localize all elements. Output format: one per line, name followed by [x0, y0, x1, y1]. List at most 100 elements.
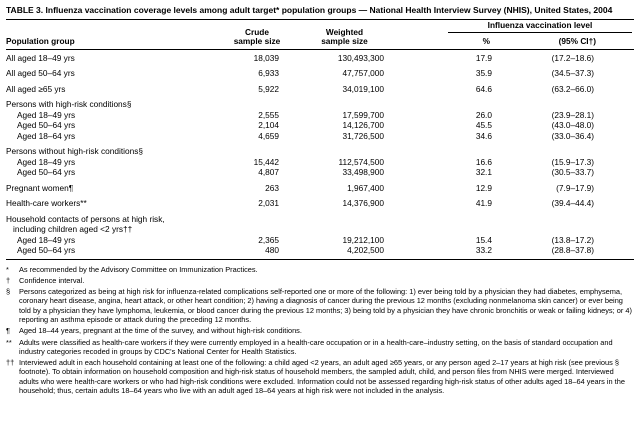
percent-cell: 34.6: [475, 130, 492, 141]
percent-cell: 35.9: [475, 68, 492, 78]
confidence-interval-cell: [502, 209, 634, 235]
confidence-interval-cell: (39.4–44.4): [551, 198, 594, 208]
table-row: All aged ≥65 yrs 5,922 34,019,100 64.6 (63.2…: [6, 79, 634, 95]
percent-cell: 16.6: [475, 156, 492, 167]
column-header-line: Crude: [244, 26, 269, 37]
weighted-sample-size-cell: 14,126,700: [342, 120, 384, 130]
column-header-vaccination-level-label: Influenza vaccination level: [447, 20, 632, 33]
population-group-cell: Aged 50–64 yrs: [6, 120, 227, 131]
population-group-cell: Household contacts of persons at high ri…: [6, 209, 227, 235]
footnote-marker: **: [6, 337, 12, 347]
population-group-cell: Health-care workers**: [6, 193, 227, 209]
column-header-vaccination-level: Influenza vaccination level: [402, 20, 634, 36]
confidence-interval-cell: [502, 141, 634, 157]
column-header-percent: %: [401, 35, 502, 50]
table-row: Aged 50–64 yrs 2,104 14,126,700 45.5 (43.0–4…: [6, 120, 634, 131]
crude-sample-size-cell: 4,807: [258, 167, 279, 177]
table-row: Aged 50–64 yrs 4,807 33,498,900 32.1 (30.5–3…: [6, 167, 634, 178]
weighted-sample-size-cell: 4,202,500: [347, 245, 384, 255]
column-header-line: Weighted: [325, 26, 364, 37]
table-row: Pregnant women¶ 263 1,967,400 12.9 (7.9–17.9…: [6, 178, 634, 194]
table-row: Aged 18–49 yrs 2,365 19,212,100 15.4 (13.8–1…: [6, 235, 634, 246]
header-row-sub: % (95% CI†): [6, 35, 634, 50]
confidence-interval-cell: (13.8–17.2): [551, 234, 594, 245]
crude-sample-size-cell: 480: [265, 245, 279, 255]
row-label-continuation: including children aged <2 yrs††: [13, 224, 133, 234]
crude-sample-size-cell: [227, 209, 287, 235]
percent-cell: 64.6: [475, 83, 492, 94]
footnote: § Persons categorized as being at high ri…: [6, 287, 634, 324]
weighted-sample-size-cell: 112,574,500: [338, 156, 384, 167]
population-group-cell: All aged 18–49 yrs: [6, 49, 227, 63]
crude-sample-size-cell: 4,659: [258, 130, 279, 141]
row-label: Pregnant women¶: [6, 182, 74, 193]
crude-sample-size-cell: 2,104: [258, 120, 279, 130]
weighted-sample-size-cell: 17,599,700: [342, 109, 384, 120]
footnotes: * As recommended by the Advisory Committe…: [6, 262, 634, 396]
section-row: Household contacts of persons at high ri…: [6, 209, 634, 235]
row-label: Health-care workers**: [6, 198, 87, 208]
row-label: All aged 18–49 yrs: [6, 52, 75, 63]
footnote-text: Aged 18–44 years, pregnant at the time o…: [19, 326, 302, 336]
population-group-cell: Pregnant women¶: [6, 178, 227, 194]
table-row: Aged 18–64 yrs 4,659 31,726,500 34.6 (33.0–3…: [6, 131, 634, 142]
table-row: Health-care workers** 2,031 14,376,900 41.9…: [6, 193, 634, 209]
row-label: Persons without high-risk conditions§: [6, 146, 143, 156]
population-group-cell: Persons without high-risk conditions§: [6, 141, 227, 157]
confidence-interval-cell: (43.0–48.0): [551, 120, 594, 130]
row-label: Aged 18–49 yrs: [17, 234, 76, 245]
footnote: †† Interviewed adult in each household co…: [6, 358, 634, 395]
confidence-interval-cell: (33.0–36.4): [551, 130, 594, 141]
row-label: All aged ≥65 yrs: [6, 83, 66, 94]
table-row: All aged 18–49 yrs 18,039 130,493,300 17.9 (…: [6, 49, 634, 63]
row-label: Aged 18–64 yrs: [17, 130, 76, 141]
row-label: Aged 18–49 yrs: [17, 109, 76, 120]
confidence-interval-cell: (7.9–17.9): [556, 182, 594, 193]
column-header-weighted-sample-size: Weighted sample size: [286, 19, 402, 50]
footnote-text: Confidence interval.: [19, 275, 85, 285]
confidence-interval-cell: (23.9–28.1): [551, 109, 594, 120]
percent-cell: 17.9: [475, 52, 492, 63]
confidence-interval-cell: (15.9–17.3): [551, 156, 594, 167]
row-label: Aged 18–49 yrs: [17, 156, 76, 167]
footnote: * As recommended by the Advisory Committe…: [6, 265, 634, 274]
percent-cell: [402, 209, 502, 235]
weighted-sample-size-cell: 31,726,500: [342, 130, 384, 141]
percent-cell: 33.2: [475, 245, 492, 255]
crude-sample-size-cell: 263: [265, 182, 279, 193]
weighted-sample-size-cell: [287, 141, 402, 157]
table-row: Aged 18–49 yrs 2,555 17,599,700 26.0 (23.9–2…: [6, 110, 634, 121]
footnote-text: Persons categorized as being at high ris…: [19, 287, 632, 324]
population-group-cell: All aged ≥65 yrs: [6, 79, 227, 95]
percent-cell: [402, 94, 502, 110]
confidence-interval-cell: (28.8–37.8): [551, 245, 594, 255]
population-group-cell: All aged 50–64 yrs: [6, 63, 227, 79]
table-row: All aged 50–64 yrs 6,933 47,757,000 35.9 (34…: [6, 63, 634, 79]
footnote-text: Adults were classified as health-care wo…: [19, 337, 613, 356]
confidence-interval-cell: (30.5–33.7): [551, 167, 594, 177]
population-group-cell: Aged 18–49 yrs: [6, 235, 227, 246]
weighted-sample-size-cell: 47,757,000: [342, 68, 384, 78]
section-row: Persons without high-risk conditions§: [6, 141, 634, 157]
row-label: Aged 50–64 yrs: [17, 167, 76, 177]
table-title: TABLE 3. Influenza vaccination coverage …: [6, 5, 613, 15]
percent-cell: [402, 141, 502, 157]
percent-cell: 15.4: [475, 234, 492, 245]
percent-cell: 41.9: [475, 198, 492, 208]
population-group-cell: Aged 18–49 yrs: [6, 110, 227, 121]
crude-sample-size-cell: 6,933: [258, 68, 279, 78]
percent-cell: 12.9: [475, 182, 492, 193]
weighted-sample-size-cell: 33,498,900: [342, 167, 384, 177]
footnote: † Confidence interval.: [6, 276, 634, 285]
footnote-marker: ¶: [6, 326, 10, 336]
population-group-cell: Aged 50–64 yrs: [6, 245, 227, 259]
percent-cell: 45.5: [475, 120, 492, 130]
row-label: Household contacts of persons at high ri…: [6, 213, 165, 224]
footnote-text: Interviewed adult in each household cont…: [19, 358, 625, 396]
row-label: All aged 50–64 yrs: [6, 68, 75, 78]
weighted-sample-size-cell: [287, 94, 402, 110]
crude-sample-size-cell: 2,555: [258, 109, 279, 120]
weighted-sample-size-cell: 130,493,300: [337, 52, 384, 63]
weighted-sample-size-cell: 14,376,900: [342, 198, 384, 208]
row-label: Aged 50–64 yrs: [17, 120, 76, 130]
